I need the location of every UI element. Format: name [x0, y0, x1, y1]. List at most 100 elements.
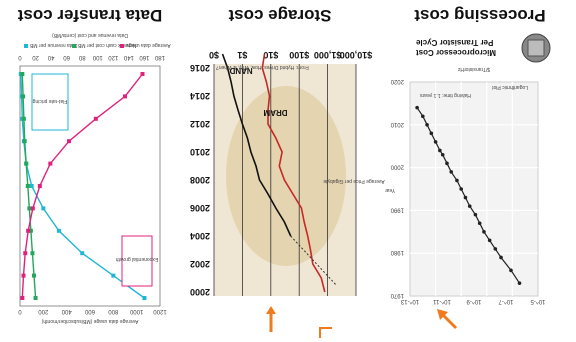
processing-title: Microprocessor Cost	[416, 48, 496, 57]
processing-data-point	[473, 212, 478, 217]
processing-x-tick: 1970	[390, 292, 404, 298]
transfer-data-point	[21, 116, 26, 121]
processing-x-tick: 2000	[390, 164, 404, 170]
transfer-right-tick: 400	[61, 308, 72, 314]
processing-badge: Logarithmic Plot	[492, 84, 528, 90]
processing-data-point	[482, 230, 486, 234]
transfer-legend-swatch	[120, 44, 124, 48]
transfer-data-point	[25, 184, 30, 188]
data-transfer-panel: 0 20 40 60 80 100 120 140 160 180 0 200 400 600 800 100…	[17, 6, 170, 324]
transfer-data-point	[28, 228, 33, 233]
transfer-data-point	[111, 273, 116, 278]
storage-y-tick: $1	[237, 50, 247, 60]
processing-data-point	[463, 195, 468, 200]
storage-extrapolation-line	[290, 235, 337, 286]
transfer-left-tick: 40	[47, 54, 54, 60]
transfer-data-point	[24, 161, 29, 166]
transfer-legend-swatch	[72, 44, 76, 48]
transfer-data-point	[21, 94, 26, 99]
cpu-chip-icon	[527, 39, 545, 57]
transfer-data-point	[26, 228, 31, 233]
storage-x-tick: 2002	[190, 259, 210, 269]
transfer-data-point	[33, 296, 38, 300]
processing-x-tick: 2010	[390, 121, 404, 127]
transfer-legend-label: Network cash cost per MB	[77, 42, 136, 48]
transfer-data-point	[56, 228, 61, 233]
transfer-data-point	[22, 139, 27, 144]
processing-title: Per Transistor Cycle	[415, 38, 493, 47]
storage-source: From: Hybrid Drives: How, Why, & When?	[216, 64, 309, 70]
transfer-right-tick: 0	[18, 308, 22, 314]
processing-y-tick: 10^-11	[432, 298, 450, 304]
processing-data-point	[429, 131, 434, 136]
storage-cost-panel: $0 $1 $10 $100 $1,000$10,000 2000 2002 2004 2006…	[190, 6, 385, 338]
transfer-right-tick: 1200	[153, 308, 167, 314]
processing-data-point	[445, 161, 449, 166]
transfer-data-point	[48, 161, 53, 166]
processing-note: Halving time: 1.1 years	[420, 92, 471, 98]
processing-data-point	[517, 281, 522, 285]
dram-label: DRAM	[263, 108, 287, 117]
processing-x-tick: 1980	[390, 249, 404, 255]
processing-plot-area	[409, 81, 539, 297]
transfer-left-tick: 120	[108, 54, 119, 60]
transfer-right-tick: 600	[84, 308, 95, 314]
nand-line	[221, 53, 292, 237]
processing-data-point	[499, 255, 503, 260]
processing-data-point	[477, 221, 482, 226]
transfer-data-point	[30, 206, 35, 211]
transfer-data-point	[23, 251, 28, 256]
transfer-data-point	[123, 94, 127, 99]
storage-x-tick: 2006	[190, 203, 210, 213]
transfer-annotation: Exponential growth	[116, 256, 159, 262]
dram-line	[261, 53, 326, 293]
processing-data-point	[433, 140, 438, 144]
processing-x-tick: 1990	[390, 206, 404, 212]
transfer-data-point	[20, 72, 25, 76]
transfer-right-tick: 200	[38, 308, 49, 314]
transfer-caption: Data transfer cost	[17, 6, 162, 25]
transfer-left-tick: 20	[32, 54, 39, 60]
processing-data-point	[459, 187, 463, 191]
processing-data-point	[487, 238, 492, 243]
transfer-data-point	[80, 251, 85, 256]
transfer-data-point	[20, 296, 25, 300]
transfer-data-point	[67, 139, 71, 144]
storage-y-tick: $10	[263, 50, 278, 60]
transfer-left-tick: 0	[18, 54, 22, 60]
processing-caption: Processing cost	[414, 6, 546, 25]
processing-data-point	[415, 105, 419, 110]
transfer-left-tick: 100	[92, 54, 103, 60]
processing-x-label: Year	[385, 187, 395, 193]
transfer-left-tick: 180	[154, 54, 165, 60]
transfer-left-tick: 140	[123, 54, 134, 60]
storage-y-tick: $0	[209, 50, 219, 60]
transfer-left-tick: 160	[139, 54, 150, 60]
storage-photo-background	[226, 86, 346, 266]
transfer-data-point	[93, 116, 98, 121]
processing-data-point	[467, 204, 472, 208]
transfer-legend-label: Average data usage	[126, 42, 171, 48]
transfer-data-point	[29, 184, 34, 188]
processing-data-point	[438, 148, 442, 153]
processing-data-point	[425, 123, 429, 127]
transfer-data-point	[21, 273, 26, 278]
processing-data-point	[440, 152, 445, 157]
orange-bracket	[319, 327, 332, 338]
processing-y-label: $/TransistorHz	[457, 66, 490, 72]
processing-data-point	[449, 170, 454, 174]
processing-y-tick: 10^-9	[466, 298, 481, 304]
storage-x-tick: 2008	[190, 175, 210, 185]
transfer-annotation-box	[31, 73, 69, 131]
transfer-annotation: Flat-rate pricing	[32, 98, 67, 104]
transfer-legend-label: Data revenue per MB	[29, 42, 77, 48]
arrow-down-icon	[437, 309, 448, 320]
transfer-left-tick: 60	[63, 54, 70, 60]
processing-data-point	[493, 247, 498, 251]
storage-y-label: Average Price per Gigabyte	[323, 178, 385, 184]
transfer-data-point	[41, 206, 46, 211]
arrow-down-icon	[266, 306, 276, 314]
processing-y-tick: 10^-13	[400, 298, 419, 304]
processing-x-tick: 2020	[390, 78, 404, 84]
